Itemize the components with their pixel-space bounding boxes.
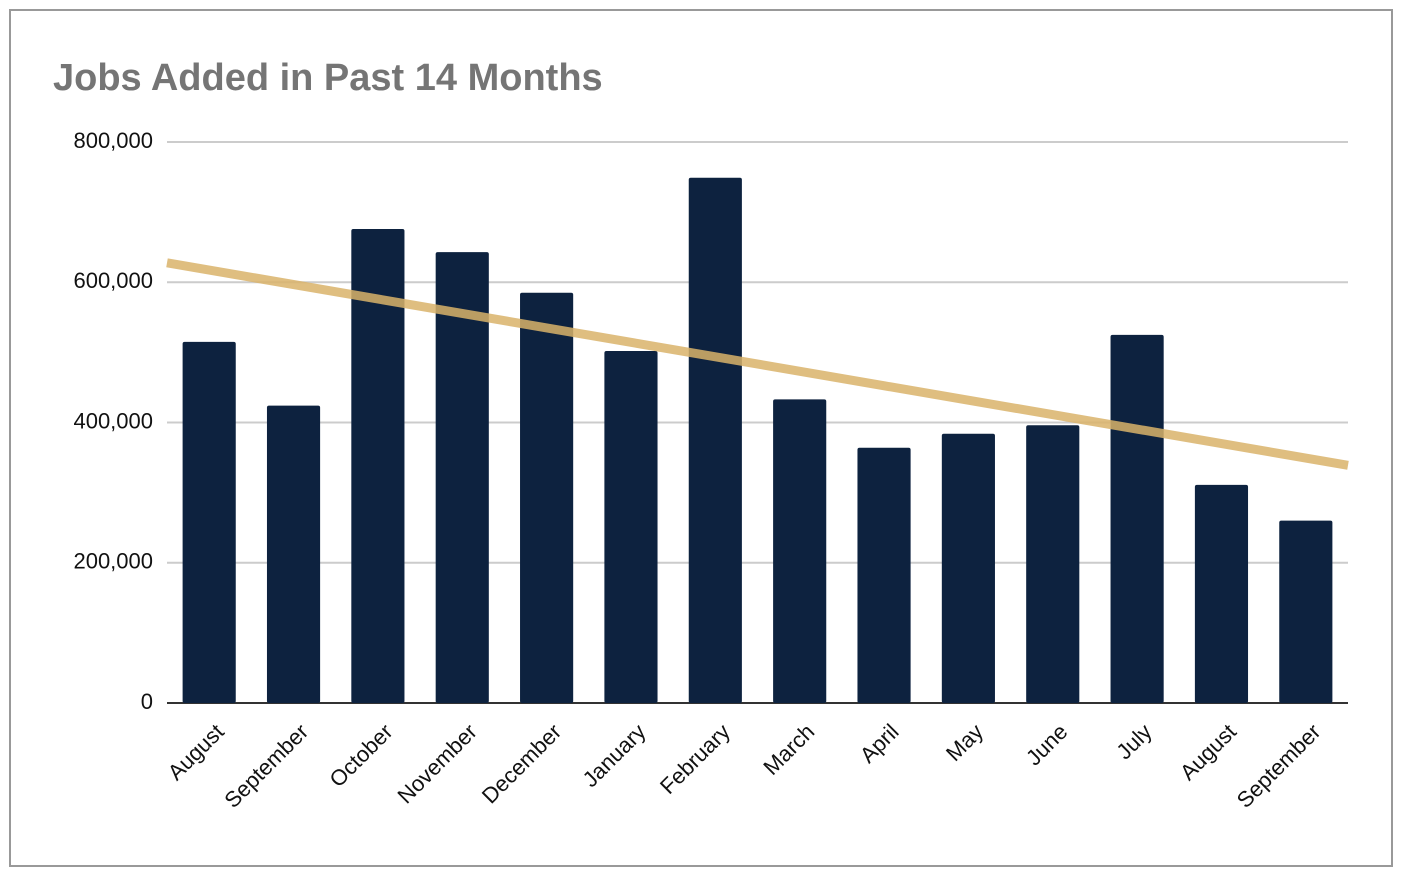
bar — [435, 252, 489, 703]
bar — [1110, 334, 1164, 703]
y-tick-label: 0 — [141, 689, 153, 714]
bar — [266, 405, 321, 703]
bars — [182, 177, 1333, 704]
trendline — [166, 258, 1349, 470]
y-tick-label: 400,000 — [73, 408, 153, 433]
y-tick-label: 200,000 — [73, 549, 153, 574]
bar — [604, 350, 658, 703]
bar — [351, 228, 405, 703]
bar — [1279, 520, 1333, 703]
chart-title: Jobs Added in Past 14 Months — [53, 57, 603, 99]
bar — [857, 447, 911, 703]
trend — [166, 258, 1349, 470]
bar — [773, 399, 827, 703]
bar — [520, 292, 574, 703]
y-tick-label: 600,000 — [73, 268, 153, 293]
bar — [182, 341, 236, 703]
bar — [1026, 425, 1080, 703]
bar — [941, 433, 995, 703]
bar — [688, 177, 742, 704]
bar — [1194, 484, 1249, 703]
y-tick-label: 800,000 — [73, 128, 153, 153]
